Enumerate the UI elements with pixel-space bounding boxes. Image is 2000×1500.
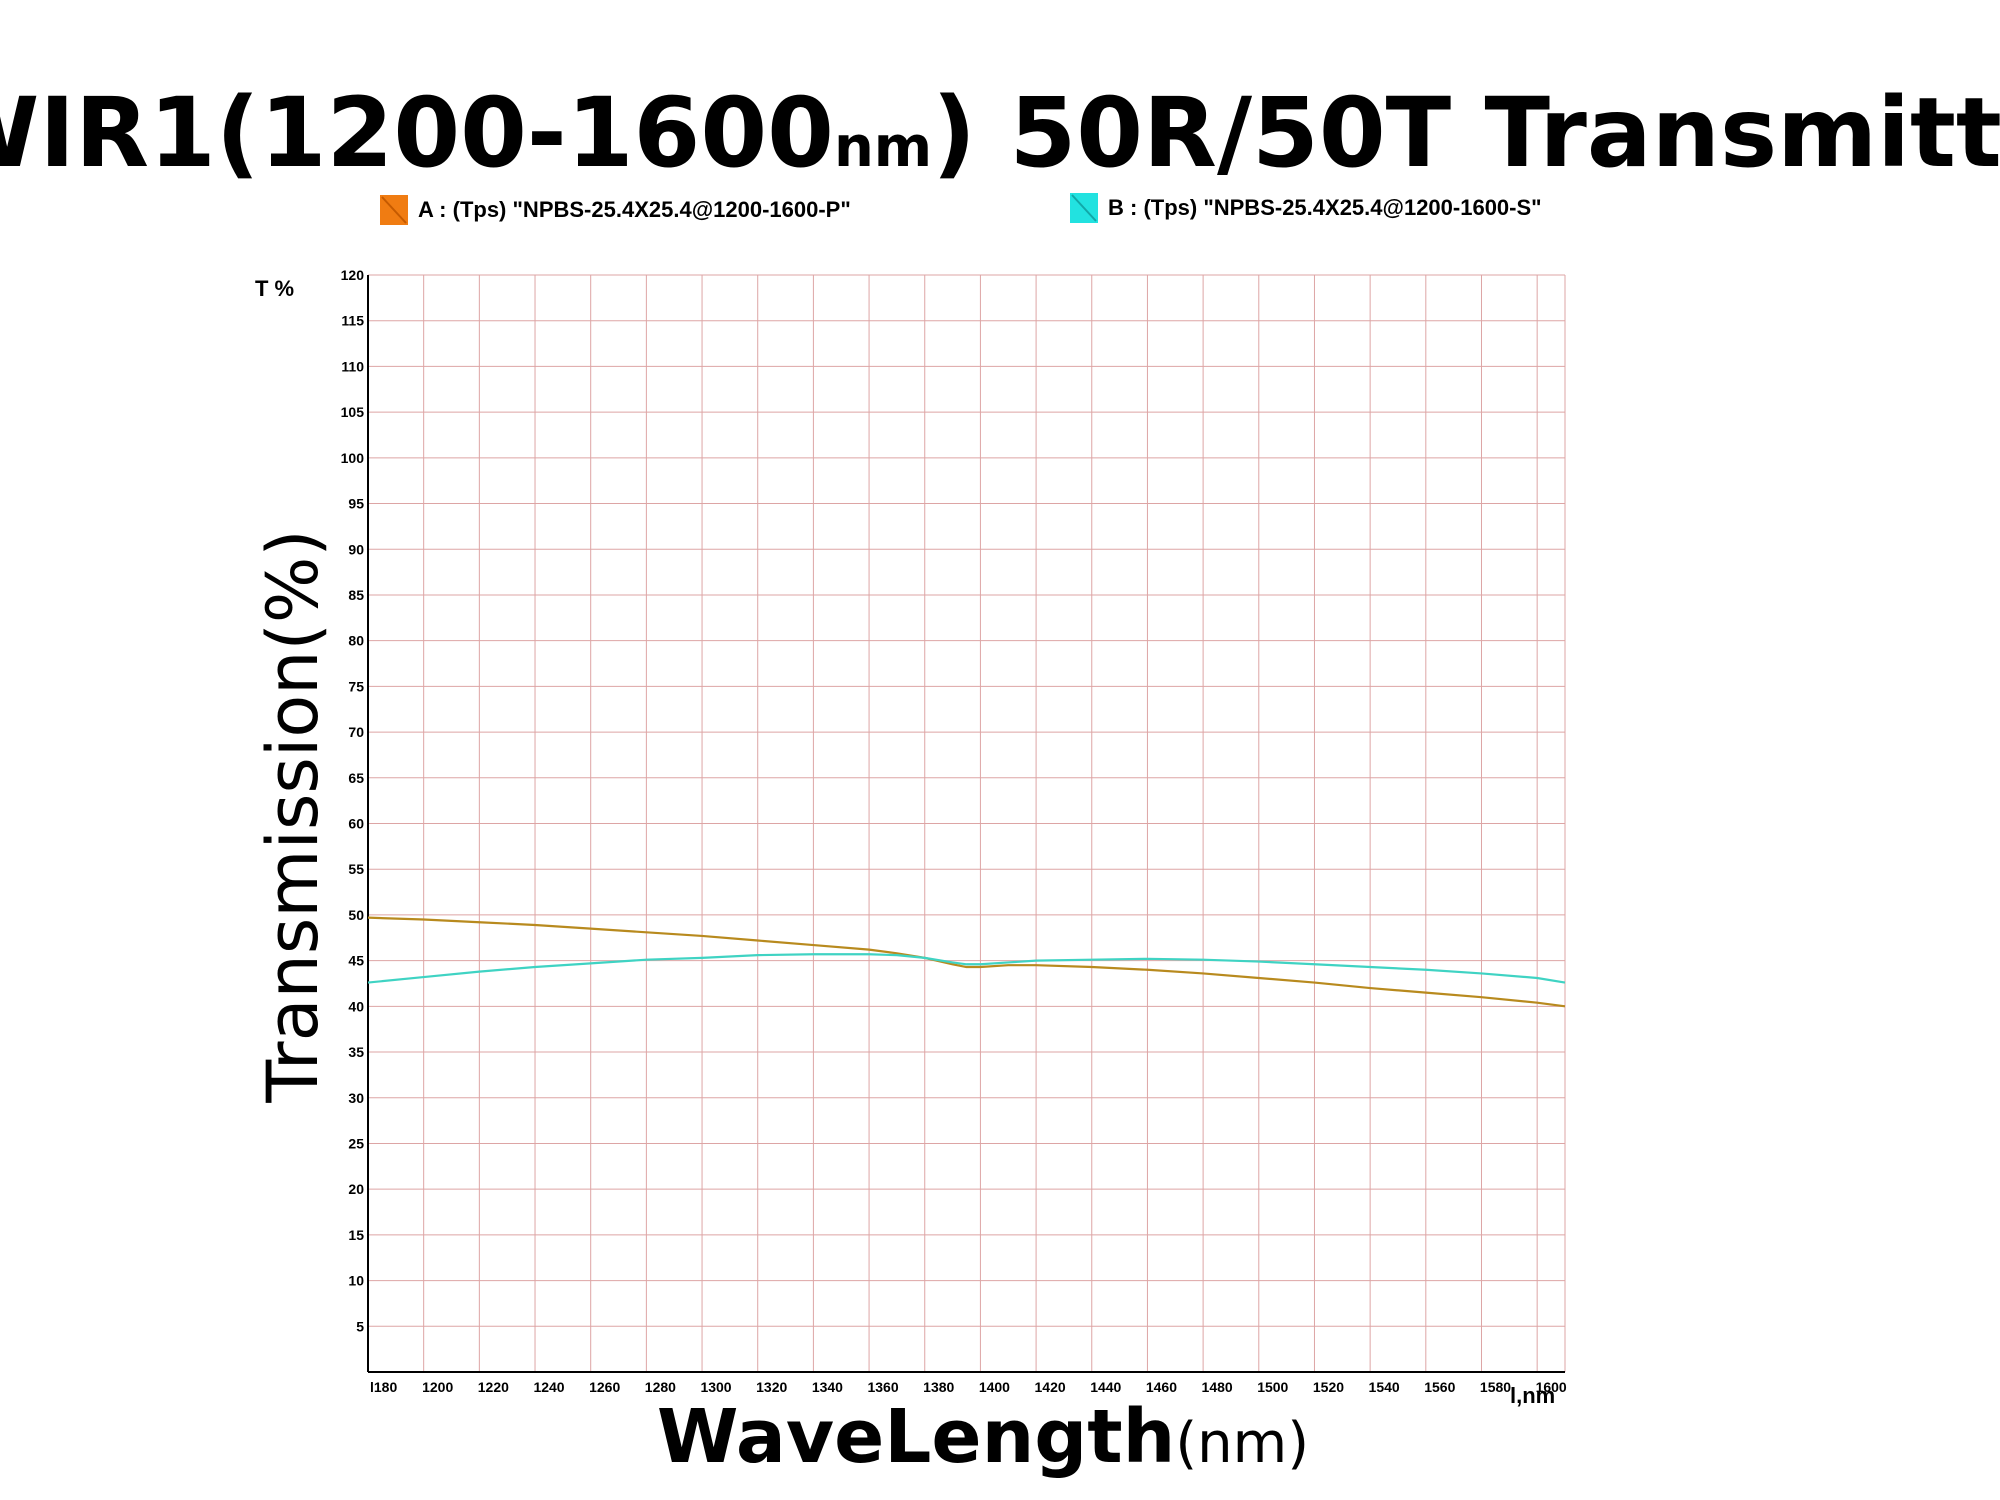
- y-tick-label: 45: [348, 953, 364, 969]
- y-tick-label: 95: [348, 496, 364, 512]
- title-main: SWIR1(1200-1600: [0, 77, 834, 188]
- x-axis-label-unit: (nm): [1175, 1411, 1309, 1476]
- legend-label-b: B : (Tps) "NPBS-25.4X25.4@1200-1600-S": [1108, 195, 1542, 220]
- y-tick-label: 65: [348, 770, 364, 786]
- y-tick-label: 35: [348, 1044, 364, 1060]
- y-tick-label: 80: [348, 633, 364, 649]
- y-tick-label: 60: [348, 816, 364, 832]
- legend-swatch-a: [380, 195, 408, 225]
- y-tick-label: 15: [348, 1227, 364, 1243]
- y-tick-label: 70: [348, 724, 364, 740]
- x-tick-label: 1300: [700, 1379, 731, 1395]
- x-tick-label: 1520: [1313, 1379, 1344, 1395]
- x-tick-label: 1440: [1090, 1379, 1121, 1395]
- x-tick-label: 1380: [923, 1379, 954, 1395]
- x-tick-label: 1540: [1369, 1379, 1400, 1395]
- legend-item-b: B : (Tps) "NPBS-25.4X25.4@1200-1600-S": [1070, 188, 1542, 228]
- x-tick-label: 1600: [1536, 1379, 1567, 1395]
- x-tick-label: 1500: [1257, 1379, 1288, 1395]
- y-corner-label: T %: [255, 276, 294, 301]
- x-axis-label: WaveLength(nm): [657, 1394, 1309, 1480]
- x-tick-label: 1260: [589, 1379, 620, 1395]
- x-tick-label: 1480: [1202, 1379, 1233, 1395]
- axes: [367, 275, 1565, 1373]
- legend-item-a: A : (Tps) "NPBS-25.4X25.4@1200-1600-P": [380, 190, 851, 230]
- y-tick-label: 10: [348, 1273, 364, 1289]
- x-tick-label: 1580: [1480, 1379, 1511, 1395]
- x-tick-labels: l180 1200 1220 1240 1260 1280 1300 1320 1340 1360…: [370, 1379, 1567, 1395]
- x-tick-label: 1400: [979, 1379, 1010, 1395]
- legend-swatch-b: [1070, 193, 1098, 223]
- x-tick-label: 1280: [645, 1379, 676, 1395]
- grid: [368, 274, 1566, 1372]
- y-tick-label: 75: [348, 678, 364, 694]
- series-line-a: [367, 916, 1566, 1008]
- y-tick-label: 40: [348, 998, 364, 1014]
- y-tick-label: 100: [341, 450, 365, 466]
- series: [367, 916, 1566, 1008]
- x-tick-label: l180: [370, 1379, 397, 1395]
- x-tick-label: 1340: [812, 1379, 843, 1395]
- y-tick-label: 90: [348, 541, 364, 557]
- y-tick-labels: 1201151101051009590858075706560555045403…: [341, 267, 365, 1334]
- legend-label-a: A : (Tps) "NPBS-25.4X25.4@1200-1600-P": [418, 197, 851, 222]
- y-tick-label: 105: [341, 404, 365, 420]
- y-tick-label: 85: [348, 587, 364, 603]
- x-tick-label: 1240: [533, 1379, 564, 1395]
- x-tick-label: 1220: [478, 1379, 509, 1395]
- y-tick-label: 110: [341, 358, 364, 374]
- x-tick-label: 1560: [1424, 1379, 1455, 1395]
- x-tick-label: 1320: [756, 1379, 787, 1395]
- y-tick-label: 50: [348, 907, 364, 923]
- chart-title: SWIR1(1200-1600nm) 50R/50T Transmitted: [0, 58, 2000, 188]
- y-axis-label: Transmission(%): [252, 529, 334, 1103]
- x-tick-label: 1200: [422, 1379, 453, 1395]
- svg-text:SWIR1(1200-1600nm) 50R/50T Tra: SWIR1(1200-1600nm) 50R/50T Transmitted: [0, 77, 2000, 188]
- x-corner-label: l,nm: [1510, 1383, 1555, 1408]
- y-tick-label: 20: [348, 1181, 364, 1197]
- x-axis-label-main: WaveLength: [657, 1394, 1175, 1480]
- y-tick-label: 30: [348, 1090, 364, 1106]
- y-tick-label: 5: [356, 1318, 364, 1334]
- y-tick-label: 120: [341, 267, 365, 283]
- series-line-b: [367, 953, 1566, 984]
- y-tick-label: 115: [341, 313, 364, 329]
- x-tick-label: 1460: [1146, 1379, 1177, 1395]
- title-unit: nm: [834, 115, 932, 180]
- y-tick-label: 55: [348, 861, 364, 877]
- x-tick-label: 1420: [1035, 1379, 1066, 1395]
- x-tick-label: 1360: [867, 1379, 898, 1395]
- y-tick-label: 25: [348, 1135, 364, 1151]
- chart-title-svg: SWIR1(1200-1600nm) 50R/50T Transmitted: [0, 77, 2000, 188]
- title-rest: ) 50R/50T Transmitted: [932, 77, 2000, 188]
